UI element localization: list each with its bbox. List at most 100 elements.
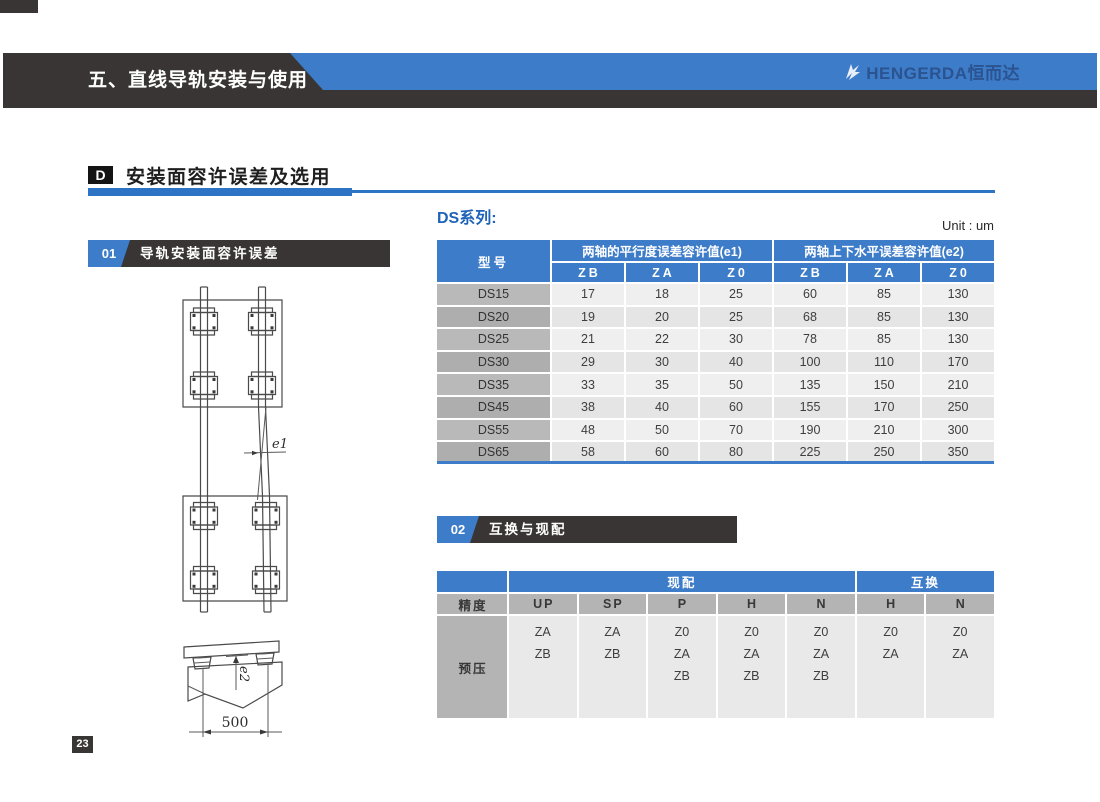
- carriage-block: [253, 567, 280, 594]
- side-table-plate: [184, 641, 279, 658]
- subsection-02-number: 02: [437, 516, 479, 543]
- table2-precision-col: H: [856, 594, 925, 614]
- table1-value-cell: 300: [922, 419, 994, 441]
- table1-model-cell: DS65: [437, 442, 550, 463]
- table2-interchange-group-header: 互换: [856, 571, 994, 592]
- dim-500-label: 500: [222, 715, 249, 731]
- table1-value-cell: 58: [552, 442, 624, 463]
- table1-value-cell: 110: [848, 351, 920, 373]
- table1-value-cell: 130: [922, 284, 994, 305]
- table1-group-e1-header: 两轴的平行度误差容许值(e1): [552, 240, 772, 261]
- section-underline-thin: [352, 190, 995, 193]
- header-blue-stripe: [290, 53, 1097, 90]
- table1-value-cell: 29: [552, 351, 624, 373]
- table1-value-cell: 100: [774, 351, 846, 373]
- table1-value-cell: 30: [700, 329, 772, 350]
- subsection-01-number: 01: [88, 240, 130, 267]
- carriage-block: [191, 372, 218, 399]
- table1-value-cell: 60: [626, 442, 698, 463]
- subsection-02-bar: 02 互换与现配: [437, 516, 737, 543]
- side-rail-block-right: [256, 653, 274, 665]
- table1-value-cell: 19: [552, 306, 624, 328]
- width-dimension: 500: [189, 664, 282, 737]
- carriage-blocks: [191, 308, 280, 594]
- section-badge: D: [88, 166, 113, 184]
- table1-value-cell: 40: [626, 396, 698, 418]
- table2-preload-cell: ZA ZB: [578, 616, 647, 718]
- table1-model-cell: DS20: [437, 306, 550, 328]
- table2-corner-cell: [437, 571, 507, 592]
- table2-preload-cell: Z0 ZA: [856, 616, 925, 718]
- table1-model-cell: DS30: [437, 351, 550, 373]
- table1-value-cell: 225: [774, 442, 846, 463]
- table1-value-cell: 170: [922, 351, 994, 373]
- preload-value: Z0: [952, 625, 968, 639]
- table2-precision-col: SP: [578, 594, 647, 614]
- table1-value-cell: 70: [700, 419, 772, 441]
- subsection-01-title: 导轨安装面容许误差: [140, 246, 280, 261]
- table1-value-cell: 30: [626, 351, 698, 373]
- table1-value-cell: 85: [848, 329, 920, 350]
- e1-dimension: e1: [244, 437, 288, 456]
- table2-precision-header: 精度: [437, 594, 507, 614]
- subsection-01-bar: 01 导轨安装面容许误差: [88, 240, 390, 267]
- preload-value: Z0: [813, 625, 829, 639]
- e2-label: e2: [236, 666, 251, 682]
- table1-value-cell: 80: [700, 442, 772, 463]
- table2-preload-cell: Z0 ZA: [926, 616, 994, 718]
- table1-value-cell: 85: [848, 284, 920, 305]
- table1-group-e2-header: 两轴上下水平误差容许值(e2): [774, 240, 994, 261]
- table1-model-cell: DS45: [437, 396, 550, 418]
- right-rail: [258, 287, 272, 612]
- table1-value-cell: 38: [552, 396, 624, 418]
- table1-value-cell: 18: [626, 284, 698, 305]
- table1-subcol-header: ZA: [848, 263, 920, 282]
- table1-value-cell: 22: [626, 329, 698, 350]
- e2-dimension: e2: [226, 655, 251, 690]
- table1-subcol-header: ZB: [774, 263, 846, 282]
- table1-value-cell: 190: [774, 419, 846, 441]
- table1-value-cell: 250: [848, 442, 920, 463]
- left-rail: [201, 287, 208, 612]
- table1-value-cell: 40: [700, 351, 772, 373]
- preload-value: ZA: [604, 625, 621, 639]
- preload-value: ZA: [952, 647, 969, 661]
- table1-subcol-header: ZB: [552, 263, 624, 282]
- carriage-block: [191, 503, 218, 530]
- preload-value: ZA: [743, 647, 760, 661]
- preload-value: Z0: [744, 625, 759, 639]
- table1-subcol-header: ZA: [626, 263, 698, 282]
- table1-value-cell: 210: [848, 419, 920, 441]
- preload-value: ZB: [673, 669, 690, 683]
- table1-value-cell: 60: [774, 284, 846, 305]
- carriage-block: [191, 308, 218, 335]
- table1-value-cell: 60: [700, 396, 772, 418]
- table2-precision-col: UP: [509, 594, 577, 614]
- carriage-block: [253, 503, 280, 530]
- page-number: 23: [72, 736, 93, 753]
- table2-precision-col: N: [926, 594, 994, 614]
- plate-top: [183, 300, 282, 407]
- preload-value: ZA: [813, 647, 830, 661]
- side-base: [188, 662, 282, 708]
- preload-value: ZB: [534, 647, 551, 661]
- preload-value: ZB: [813, 669, 830, 683]
- table1-value-cell: 35: [626, 374, 698, 395]
- carriage-block: [249, 372, 276, 399]
- table2-preload-cell: Z0 ZA ZB: [717, 616, 786, 718]
- table1-subcol-header: Z0: [700, 263, 772, 282]
- chapter-title: 五、直线导轨安装与使用: [88, 70, 309, 91]
- table1-model-cell: DS15: [437, 284, 550, 305]
- tolerance-table: 型号 两轴的平行度误差容许值(e1) 两轴上下水平误差容许值(e2) ZB ZA…: [437, 240, 994, 463]
- table1-model-header: 型号: [437, 240, 550, 282]
- brand-logo: HENGERDA恒而达: [843, 53, 1020, 90]
- table1-value-cell: 155: [774, 396, 846, 418]
- table1-value-cell: 20: [626, 306, 698, 328]
- table2-preload-cell: Z0 ZA ZB: [787, 616, 855, 718]
- table2-preload-cell: ZA ZB: [509, 616, 577, 718]
- table2-precision-col: P: [648, 594, 716, 614]
- table1-value-cell: 25: [700, 284, 772, 305]
- logo-text: HENGERDA恒而达: [866, 64, 1020, 83]
- table1-value-cell: 210: [922, 374, 994, 395]
- table1-value-cell: 250: [922, 396, 994, 418]
